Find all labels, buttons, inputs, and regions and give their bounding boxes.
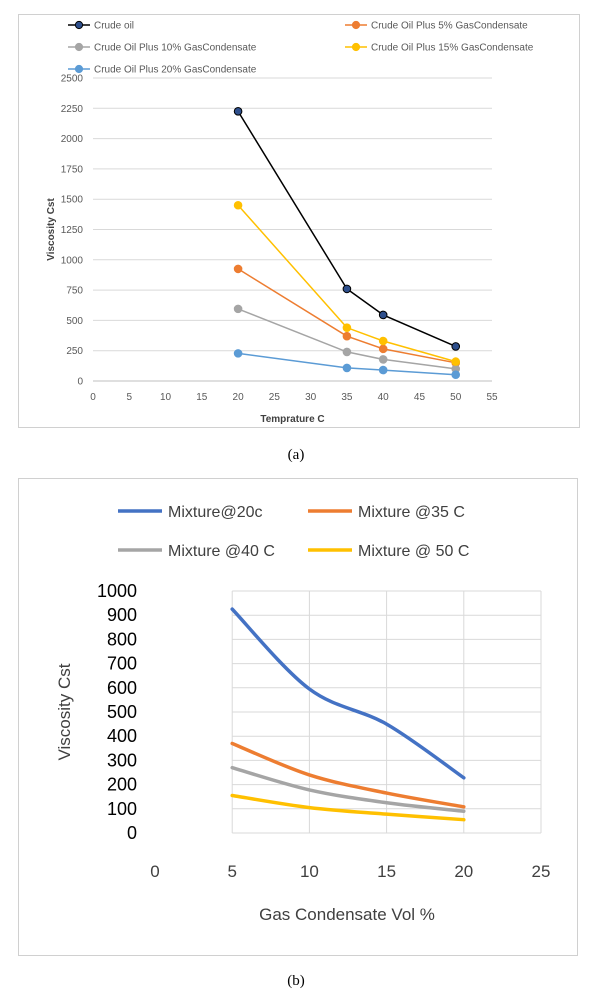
y-tick-label: 750	[66, 286, 83, 297]
legend-swatch-marker	[74, 20, 84, 30]
x-tick-label: 5	[227, 862, 236, 881]
x-tick-label: 50	[450, 392, 462, 403]
data-point	[378, 310, 388, 320]
y-tick-label: 700	[107, 654, 137, 674]
chart-b-frame	[18, 478, 578, 956]
y-tick-label: 1750	[61, 164, 84, 175]
y-tick-label: 2250	[61, 104, 84, 115]
chart-b: 0 100 200 300 400 500 600 700 800 900 1000 0 5 10 15 20…	[55, 504, 551, 924]
data-point	[233, 107, 243, 116]
legend-label: Crude Oil Plus 20% GasCondensate	[94, 65, 257, 76]
data-point	[378, 355, 388, 364]
x-tick-label: 20	[233, 392, 245, 403]
series-line-5	[237, 352, 456, 376]
y-tick-label: 800	[107, 629, 137, 649]
legend-label: Mixture @40 C	[168, 543, 275, 560]
y-tick-label: 0	[77, 377, 83, 388]
chart-a: 0 250 500 750 1000 1250 1500 1750 2000 2250 2500 0 5…	[46, 20, 534, 426]
x-tick-label: 25	[269, 392, 281, 403]
data-point	[342, 284, 352, 294]
y-tick-label: 2000	[61, 134, 84, 145]
x-axis-title: Gas Condensate Vol %	[259, 905, 435, 924]
x-tick-label: 0	[90, 392, 96, 403]
x-tick-label: 15	[196, 392, 208, 403]
y-tick-label: 2500	[61, 74, 84, 85]
y-tick-label: 500	[107, 702, 137, 722]
y-tick-label: 500	[66, 316, 83, 327]
x-axis-title: Temprature C	[260, 414, 324, 425]
caption-b: (b)	[287, 973, 305, 989]
data-point	[233, 264, 243, 274]
data-point	[451, 370, 461, 379]
data-point	[233, 349, 243, 358]
legend-label: Mixture@20c	[168, 504, 263, 521]
y-tick-label: 1000	[97, 581, 137, 601]
x-tick-label: 20	[454, 862, 473, 881]
series-line-3	[230, 765, 466, 813]
y-tick-label: 1000	[61, 255, 84, 266]
x-tick-label: 5	[126, 392, 132, 403]
data-point	[233, 200, 243, 210]
data-point	[378, 365, 388, 375]
y-tick-label: 1250	[61, 225, 84, 236]
series-line-3	[237, 308, 456, 370]
x-tick-label: 25	[532, 862, 551, 881]
y-tick-label: 100	[107, 799, 137, 819]
data-point	[342, 323, 352, 332]
y-tick-label: 900	[107, 605, 137, 625]
legend-swatch-marker	[351, 20, 361, 30]
y-axis-title: Viscosity Cst	[55, 663, 74, 760]
x-tick-label: 55	[486, 392, 498, 403]
x-tick-label: 35	[341, 392, 353, 403]
legend-label: Mixture @35 C	[358, 504, 465, 521]
series-line-4	[237, 204, 456, 363]
legend-swatch-marker	[74, 42, 84, 52]
y-tick-label: 400	[107, 726, 137, 746]
caption-a: (a)	[287, 447, 305, 463]
legend-label: Crude Oil Plus 15% GasCondensate	[371, 43, 534, 54]
data-point	[342, 363, 352, 373]
legend-swatch-marker	[74, 64, 84, 74]
legend-label: Mixture @ 50 C	[358, 543, 469, 560]
series-line-4	[230, 793, 466, 822]
x-tick-label: 30	[305, 392, 317, 403]
chart-a-frame	[18, 14, 580, 428]
series-line-2	[230, 741, 466, 809]
legend-swatch-marker	[351, 42, 361, 52]
y-tick-label: 0	[127, 823, 137, 843]
x-tick-label: 40	[378, 392, 390, 403]
data-point	[451, 357, 461, 366]
y-tick-label: 1500	[61, 195, 84, 206]
series-line-1	[230, 607, 466, 780]
y-tick-label: 200	[107, 775, 137, 795]
y-axis-title: Viscosity Cst	[46, 198, 57, 261]
data-point	[378, 336, 388, 346]
x-tick-label: 15	[377, 862, 396, 881]
legend-label: Crude oil	[94, 21, 134, 32]
y-tick-label: 600	[107, 678, 137, 698]
data-point	[233, 304, 243, 314]
y-tick-label: 250	[66, 346, 83, 357]
x-tick-label: 10	[160, 392, 172, 403]
legend-label: Crude Oil Plus 10% GasCondensate	[94, 43, 257, 54]
x-tick-label: 0	[150, 862, 159, 881]
data-point	[451, 342, 461, 351]
series-line-2	[237, 268, 456, 364]
y-tick-label: 300	[107, 750, 137, 770]
series-line-1	[237, 110, 457, 348]
data-point	[342, 331, 352, 341]
x-tick-label: 45	[414, 392, 426, 403]
x-tick-label: 10	[300, 862, 319, 881]
legend-label: Crude Oil Plus 5% GasCondensate	[371, 21, 528, 32]
data-point	[342, 347, 352, 357]
